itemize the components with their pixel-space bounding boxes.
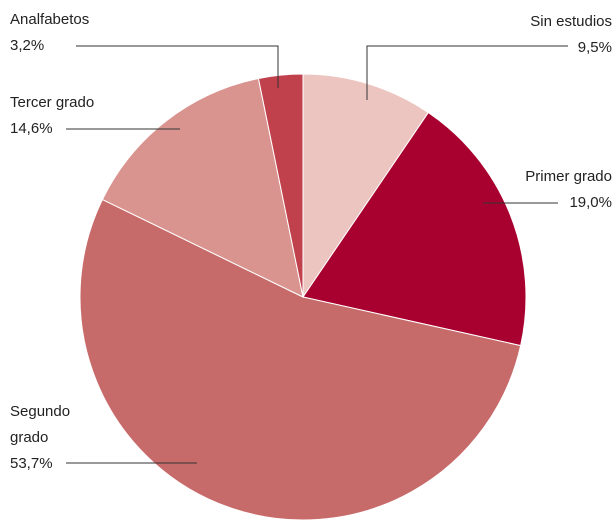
value-label: 9,5% <box>577 39 612 56</box>
value-label: 53,7% <box>10 455 53 472</box>
value-label: 3,2% <box>10 37 45 54</box>
value-label: 14,6% <box>10 120 53 137</box>
slice-label: Sin estudios <box>530 13 612 30</box>
leader-line <box>366 45 568 100</box>
pie-slice <box>101 77 304 298</box>
slice-label: Analfabetos <box>10 11 90 28</box>
pie-slice <box>302 111 527 347</box>
leader-line <box>76 45 279 88</box>
slice-label: Segundo grado <box>10 403 71 446</box>
value-label: 19,0% <box>569 194 612 211</box>
slice-label: Tercer grado <box>10 94 95 111</box>
pie-slice <box>79 198 522 520</box>
slice-label: Primer grado <box>525 168 612 185</box>
pie-slice <box>302 73 430 299</box>
pie-slice <box>257 73 304 298</box>
